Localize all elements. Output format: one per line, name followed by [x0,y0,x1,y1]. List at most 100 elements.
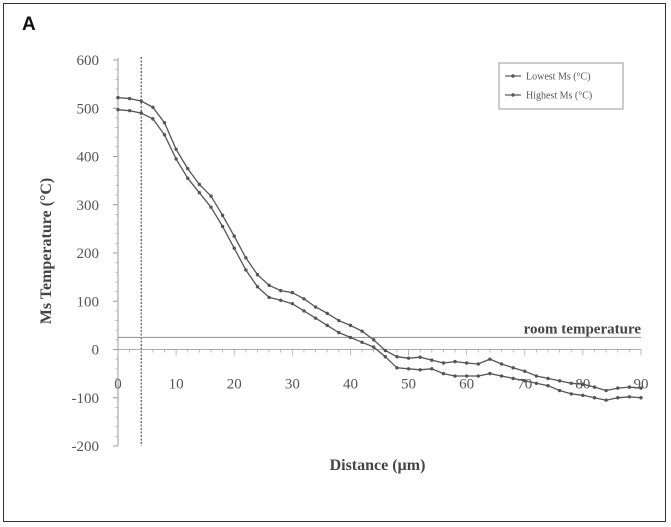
data-point [464,361,469,365]
data-point [360,340,364,344]
x-tick-label: 30 [285,377,300,393]
series-line-lowest [117,109,642,401]
data-point [627,385,632,389]
data-point [186,166,190,171]
data-point [453,374,457,378]
data-point [174,157,178,161]
data-point [244,268,248,272]
x-tick-label: 40 [343,377,358,393]
data-point [569,392,573,396]
data-point [581,393,585,398]
x-tick-label: 10 [169,377,184,393]
y-tick-label: -200 [72,439,100,455]
data-point [162,121,167,125]
data-point [209,205,213,209]
data-point [174,147,178,151]
data-point [220,224,225,229]
x-axis-title: Distance (µm) [330,457,426,474]
y-tick-label: 100 [77,294,100,310]
data-point [127,96,132,101]
data-point [418,368,422,372]
data-point [546,383,550,388]
data-point [395,366,399,370]
data-point [534,374,539,378]
data-point [557,379,562,383]
y-tick-label: -100 [72,391,100,407]
panel-label: A [22,14,36,35]
y-tick-label: 0 [92,343,100,359]
data-point [546,376,550,381]
data-point [139,111,143,115]
data-point [523,369,527,373]
data-point [186,176,190,180]
data-point [220,213,225,218]
data-point [244,256,248,260]
data-point [290,290,295,295]
data-point [371,338,376,342]
x-tick-label: 70 [517,377,532,393]
data-point [406,356,411,360]
data-point [627,395,632,399]
x-tick-label: 60 [459,377,474,393]
data-point [453,359,457,364]
data-point [488,371,492,376]
data-point [604,398,608,402]
data-point [255,273,260,277]
data-point [592,396,597,400]
data-point [418,355,422,359]
data-point [557,388,562,393]
data-point [325,311,329,316]
data-point [488,357,492,361]
data-point [151,117,155,121]
data-point [395,355,399,359]
data-point [302,297,306,301]
data-point [360,329,364,333]
data-point [476,362,480,366]
y-tick-label: 300 [77,198,100,214]
data-point [592,385,597,389]
data-point [337,318,341,323]
data-point [604,388,608,393]
y-tick-label: 500 [77,101,100,117]
data-point [581,382,585,386]
x-tick-label: 0 [114,377,122,393]
data-point [371,345,376,349]
x-tick-label: 50 [401,377,416,393]
data-point [639,386,643,390]
data-point [441,361,446,365]
data-point [267,283,271,288]
data-point [511,366,515,370]
data-point [569,381,573,385]
series-line-highest [117,96,642,392]
data-point [476,374,480,378]
data-point [534,381,539,385]
data-point [279,288,283,293]
x-tick-label: 80 [575,377,590,393]
data-point [232,246,236,250]
data-point [348,335,353,340]
data-point [511,376,515,381]
x-tick-label: 20 [227,377,242,393]
x-tick-label: 90 [634,377,649,393]
data-point [441,371,446,376]
data-point [197,190,202,195]
data-point [348,323,353,328]
data-point [197,182,202,187]
data-point [325,323,329,328]
legend-marker [511,74,515,78]
data-point [151,105,155,109]
data-point [499,362,504,366]
data-point [290,301,295,306]
y-axis-title: Ms Temperature (°C) [38,178,55,325]
data-point [162,133,167,137]
data-point [406,367,411,371]
data-point [313,316,318,320]
data-point [232,234,236,238]
data-point [430,358,434,362]
legend-marker [511,93,515,97]
data-point [430,367,434,371]
data-point [523,379,527,383]
data-point [302,309,306,313]
y-tick-label: 400 [77,150,100,166]
